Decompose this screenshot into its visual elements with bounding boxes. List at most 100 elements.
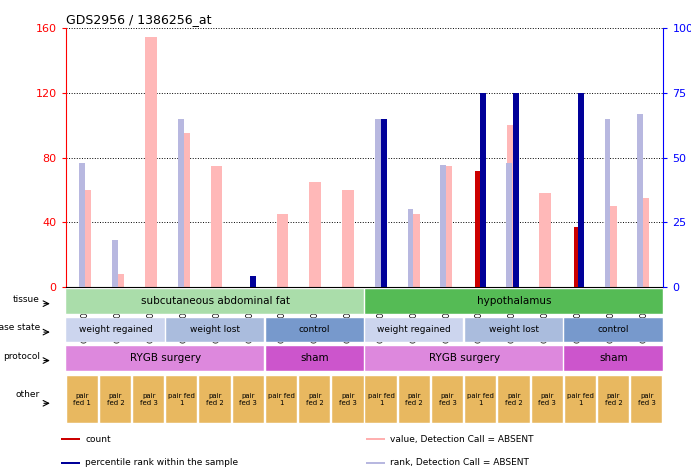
Bar (79, 190, 91, 287)
Text: pair
fed 2: pair fed 2 (406, 392, 423, 406)
Bar (276, 214, 288, 287)
Text: count: count (85, 435, 111, 444)
Bar (133, 375, 164, 423)
Bar (408, 210, 413, 287)
Text: pair
fed 2: pair fed 2 (505, 392, 523, 406)
Text: pair fed
1: pair fed 1 (268, 392, 295, 406)
Text: pair
fed 2: pair fed 2 (306, 392, 323, 406)
Bar (408, 214, 419, 287)
Bar (465, 318, 563, 342)
Text: GDS2956 / 1386256_at: GDS2956 / 1386256_at (66, 13, 211, 26)
Bar (66, 318, 164, 342)
Text: pair fed
1: pair fed 1 (368, 392, 395, 406)
Bar (578, 93, 584, 287)
Bar (178, 133, 189, 287)
Bar (366, 375, 397, 423)
Bar (574, 227, 582, 287)
Bar (565, 346, 663, 371)
Text: sham: sham (599, 353, 628, 364)
Bar (637, 114, 643, 287)
Bar (200, 375, 231, 423)
Text: pair fed
1: pair fed 1 (169, 392, 196, 406)
Text: other: other (16, 391, 40, 400)
Bar (605, 206, 616, 287)
Bar (266, 375, 297, 423)
Bar (465, 375, 496, 423)
Text: control: control (598, 326, 630, 334)
Text: pair
fed 2: pair fed 2 (206, 392, 224, 406)
Bar (605, 119, 610, 287)
Bar (61, 462, 80, 464)
Bar (399, 375, 430, 423)
Bar (366, 438, 385, 440)
Bar (310, 182, 321, 287)
Bar (506, 163, 512, 287)
Bar (79, 163, 85, 287)
Bar (100, 375, 131, 423)
Bar (265, 318, 364, 342)
Text: protocol: protocol (3, 352, 40, 361)
Bar (365, 318, 464, 342)
Bar (631, 375, 663, 423)
Bar (66, 375, 98, 423)
Text: pair
fed 2: pair fed 2 (605, 392, 623, 406)
Bar (167, 375, 198, 423)
Text: pair
fed 3: pair fed 3 (239, 392, 257, 406)
Bar (113, 274, 124, 287)
Text: pair
fed 3: pair fed 3 (339, 392, 357, 406)
Text: control: control (299, 326, 330, 334)
Bar (441, 166, 453, 287)
Bar (211, 166, 223, 287)
Bar (332, 375, 363, 423)
Text: weight regained: weight regained (377, 326, 451, 334)
Bar (475, 171, 484, 287)
Text: weight regained: weight regained (79, 326, 152, 334)
Bar (265, 346, 364, 371)
Bar (250, 276, 256, 287)
Text: sham: sham (301, 353, 329, 364)
Bar (381, 119, 387, 287)
Bar (540, 193, 551, 287)
Bar (178, 119, 184, 287)
Bar (513, 93, 518, 287)
Text: subcutaneous abdominal fat: subcutaneous abdominal fat (140, 296, 290, 307)
Bar (166, 318, 264, 342)
Text: value, Detection Call = ABSENT: value, Detection Call = ABSENT (390, 435, 533, 444)
Bar (365, 289, 663, 314)
Bar (145, 36, 157, 287)
Bar (498, 375, 529, 423)
Text: RYGB surgery: RYGB surgery (130, 353, 201, 364)
Text: weight lost: weight lost (190, 326, 240, 334)
Bar (375, 119, 381, 287)
Bar (366, 462, 385, 464)
Bar (440, 165, 446, 287)
Bar (299, 375, 330, 423)
Text: pair fed
1: pair fed 1 (467, 392, 494, 406)
Bar (233, 375, 264, 423)
Bar (565, 318, 663, 342)
Text: pair
fed 3: pair fed 3 (538, 392, 556, 406)
Text: percentile rank within the sample: percentile rank within the sample (85, 458, 238, 467)
Text: pair fed
1: pair fed 1 (567, 392, 594, 406)
Bar (638, 198, 650, 287)
Bar (61, 438, 80, 440)
Text: pair
fed 2: pair fed 2 (106, 392, 124, 406)
Text: RYGB surgery: RYGB surgery (428, 353, 500, 364)
Bar (565, 375, 596, 423)
Bar (112, 240, 118, 287)
Bar (377, 177, 385, 287)
Text: hypothalamus: hypothalamus (477, 296, 551, 307)
Bar (365, 346, 563, 371)
Text: pair
fed 3: pair fed 3 (638, 392, 656, 406)
Bar (480, 93, 486, 287)
Text: pair
fed 3: pair fed 3 (439, 392, 457, 406)
Text: disease state: disease state (0, 323, 40, 332)
Text: pair
fed 1: pair fed 1 (73, 392, 91, 406)
Bar (507, 125, 518, 287)
Text: weight lost: weight lost (489, 326, 539, 334)
Bar (432, 375, 463, 423)
Bar (66, 289, 364, 314)
Text: tissue: tissue (13, 295, 40, 304)
Bar (598, 375, 630, 423)
Text: pair
fed 3: pair fed 3 (140, 392, 158, 406)
